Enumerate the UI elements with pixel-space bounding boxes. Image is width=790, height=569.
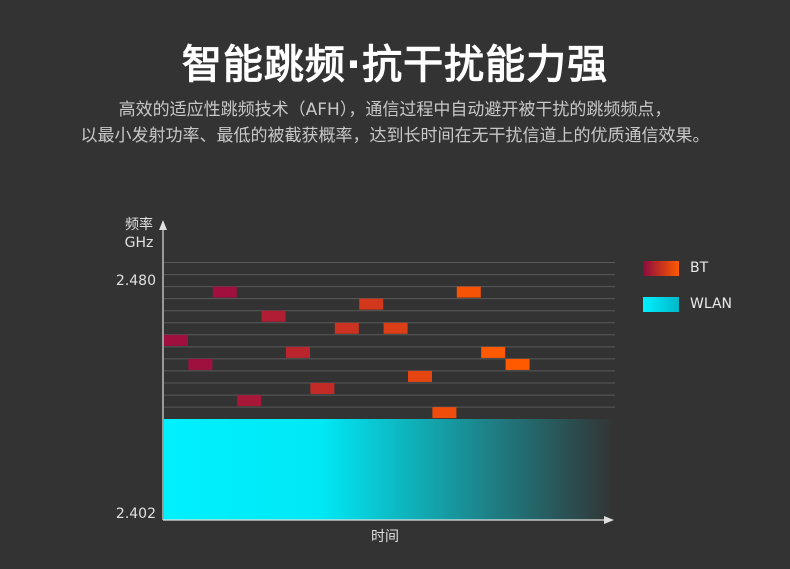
page-title: 智能跳频·抗干扰能力强 [181, 42, 609, 88]
legend-label-bt: BT [690, 260, 709, 276]
bt-hop-mark [261, 310, 286, 322]
wlan-band [164, 419, 615, 520]
bt-hop-mark [188, 358, 213, 370]
bt-hop-mark [456, 286, 481, 298]
bt-hop-mark [237, 395, 262, 407]
y-tick-bottom: 2.402 [115, 506, 156, 522]
bt-hop-mark [310, 383, 335, 394]
legend-label-wlan: WLAN [690, 296, 733, 312]
subtitle-line-1: 高效的适应性跳频技术（AFH），通信过程中自动避开被干扰的跳频频点， [118, 100, 672, 120]
bt-hop-mark [383, 322, 408, 334]
y-axis-label-unit: GHz [124, 235, 154, 251]
channel-gridlines [164, 262, 615, 408]
bt-hops [164, 286, 530, 419]
x-axis-label: 时间 [371, 529, 399, 545]
y-axis-arrow-icon [159, 220, 167, 230]
subtitle-line-2: 以最小发射功率、最低的被截获概率，达到长时间在无干扰信道上的优质通信效果。 [80, 126, 710, 146]
legend-swatch-wlan [643, 297, 679, 312]
bt-hop-mark [164, 334, 188, 346]
bt-hop-mark [505, 358, 530, 370]
x-axis-arrow-icon [604, 516, 614, 524]
y-axis-label: 频率 GHz [117, 216, 161, 252]
y-axis-label-quantity: 频率 [125, 217, 153, 233]
bt-hop-mark [212, 286, 237, 298]
bt-hop-mark [481, 346, 506, 358]
y-tick-top: 2.480 [115, 273, 156, 289]
bt-hop-mark [408, 370, 432, 382]
legend-swatch-bt [643, 261, 679, 276]
bt-hop-mark [334, 322, 359, 334]
bt-hop-mark [359, 298, 384, 310]
bt-hop-mark [432, 407, 457, 419]
chart-axes [159, 220, 614, 524]
bt-hop-mark [286, 346, 310, 358]
